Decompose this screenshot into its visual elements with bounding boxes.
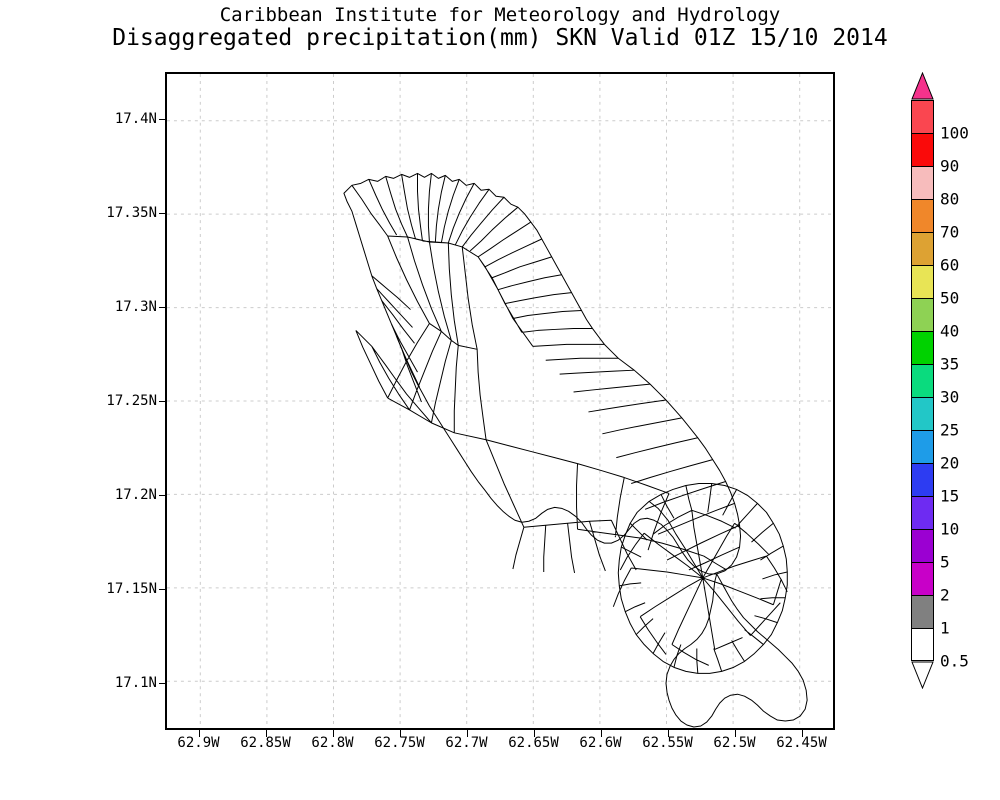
y-tick-mark-0: [159, 118, 166, 120]
colorbar[interactable]: 100 90 80 70 60 50 40 35 30 25 20 15 10 5 2 1 0.5: [900, 72, 1000, 732]
title-institute: Caribbean Institute for Meteorology and …: [219, 4, 781, 26]
y-tick-label-4: 17.2N: [114, 487, 157, 504]
colorbar-label-50: 50: [940, 288, 960, 308]
x-tick-label-0: 62.9W: [177, 735, 220, 751]
colorbar-band-30[interactable]: [911, 364, 934, 397]
map-plot-area: [165, 72, 835, 730]
y-tick-label-5: 17.15N: [106, 580, 157, 597]
colorbar-band-2[interactable]: [911, 562, 934, 595]
colorbar-label-1: 1: [940, 618, 950, 638]
y-tick-label-0: 17.4N: [114, 110, 157, 127]
x-tick-mark-3: [399, 730, 401, 737]
colorbar-label-0.5: 0.5: [940, 651, 969, 671]
island-saint-kitts: [343, 172, 808, 728]
colorbar-band-20[interactable]: [911, 430, 934, 463]
x-tick-label-7: 62.55W: [642, 735, 693, 751]
x-tick-label-4: 62.7W: [445, 735, 488, 751]
y-tick-mark-2: [159, 306, 166, 308]
y-tick-label-6: 17.1N: [114, 675, 157, 692]
saint-kitts-se-peninsula: [665, 573, 808, 728]
y-tick-label-2: 17.3N: [114, 298, 157, 315]
y-tick-label-3: 17.25N: [106, 393, 157, 409]
x-tick-label-3: 62.75W: [374, 735, 425, 751]
colorbar-band-25[interactable]: [911, 397, 934, 430]
x-tick-label-8: 62.5W: [713, 735, 756, 751]
x-tick-mark-2: [332, 730, 334, 737]
colorbar-band-0.5[interactable]: [911, 628, 934, 661]
colorbar-band-1[interactable]: [911, 595, 934, 628]
colorbar-band-100[interactable]: [911, 100, 934, 133]
colorbar-band-70[interactable]: [911, 199, 934, 232]
colorbar-band-5[interactable]: [911, 529, 934, 562]
colorbar-band-80[interactable]: [911, 166, 934, 199]
map-canvas: [167, 74, 833, 728]
colorbar-band-50[interactable]: [911, 265, 934, 298]
colorbar-label-100: 100: [940, 123, 969, 143]
colorbar-label-20: 20: [940, 453, 960, 473]
x-tick-label-1: 62.85W: [240, 735, 291, 751]
colorbar-band-10[interactable]: [911, 496, 934, 529]
colorbar-label-30: 30: [940, 387, 960, 407]
x-tick-mark-7: [667, 730, 669, 737]
colorbar-label-10: 10: [940, 519, 960, 539]
x-tick-mark-5: [533, 730, 535, 737]
x-tick-mark-8: [734, 730, 736, 737]
y-tick-label-1: 17.35N: [106, 205, 157, 221]
colorbar-label-40: 40: [940, 321, 960, 341]
y-tick-mark-4: [159, 495, 166, 497]
y-axis-labels: 17.4N 17.35N 17.3N 17.25N 17.2N 17.15N 17.1N: [0, 0, 166, 800]
colorbar-band-40[interactable]: [911, 298, 934, 331]
y-tick-mark-3: [159, 401, 166, 402]
colorbar-label-2: 2: [940, 585, 950, 605]
y-tick-mark-5: [159, 588, 166, 590]
saint-kitts-catchments: [351, 173, 740, 574]
y-tick-mark-6: [159, 683, 166, 685]
colorbar-label-5: 5: [940, 552, 950, 572]
x-tick-label-2: 62.8W: [311, 735, 354, 751]
x-tick-label-9: 62.45W: [776, 735, 827, 751]
colorbar-band-15[interactable]: [911, 463, 934, 496]
x-tick-mark-4: [466, 730, 468, 737]
colorbar-band-90[interactable]: [911, 133, 934, 166]
colorbar-label-80: 80: [940, 189, 960, 209]
x-tick-mark-1: [265, 730, 267, 737]
y-tick-mark-1: [159, 213, 166, 214]
x-tick-label-5: 62.65W: [508, 735, 559, 751]
colorbar-label-90: 90: [940, 156, 960, 176]
colorbar-label-70: 70: [940, 222, 960, 242]
colorbar-band-35[interactable]: [911, 331, 934, 364]
title-product: Disaggregated precipitation(mm) SKN Vali…: [112, 25, 888, 51]
colorbar-label-15: 15: [940, 486, 960, 506]
x-tick-mark-9: [801, 730, 803, 737]
x-tick-mark-6: [600, 730, 602, 737]
colorbar-label-25: 25: [940, 420, 960, 440]
figure-title: Caribbean Institute for Meteorology and …: [0, 4, 1000, 51]
colorbar-arrow-top: [911, 72, 934, 100]
colorbar-band-60[interactable]: [911, 232, 934, 265]
x-tick-mark-0: [198, 730, 200, 737]
colorbar-arrow-bottom: [911, 661, 934, 689]
island-nevis: [612, 482, 788, 674]
nevis-catchments: [612, 483, 788, 674]
x-tick-label-6: 62.6W: [579, 735, 622, 751]
colorbar-label-60: 60: [940, 255, 960, 275]
saint-kitts-coastline: [343, 172, 742, 575]
colorbar-label-35: 35: [940, 354, 960, 374]
